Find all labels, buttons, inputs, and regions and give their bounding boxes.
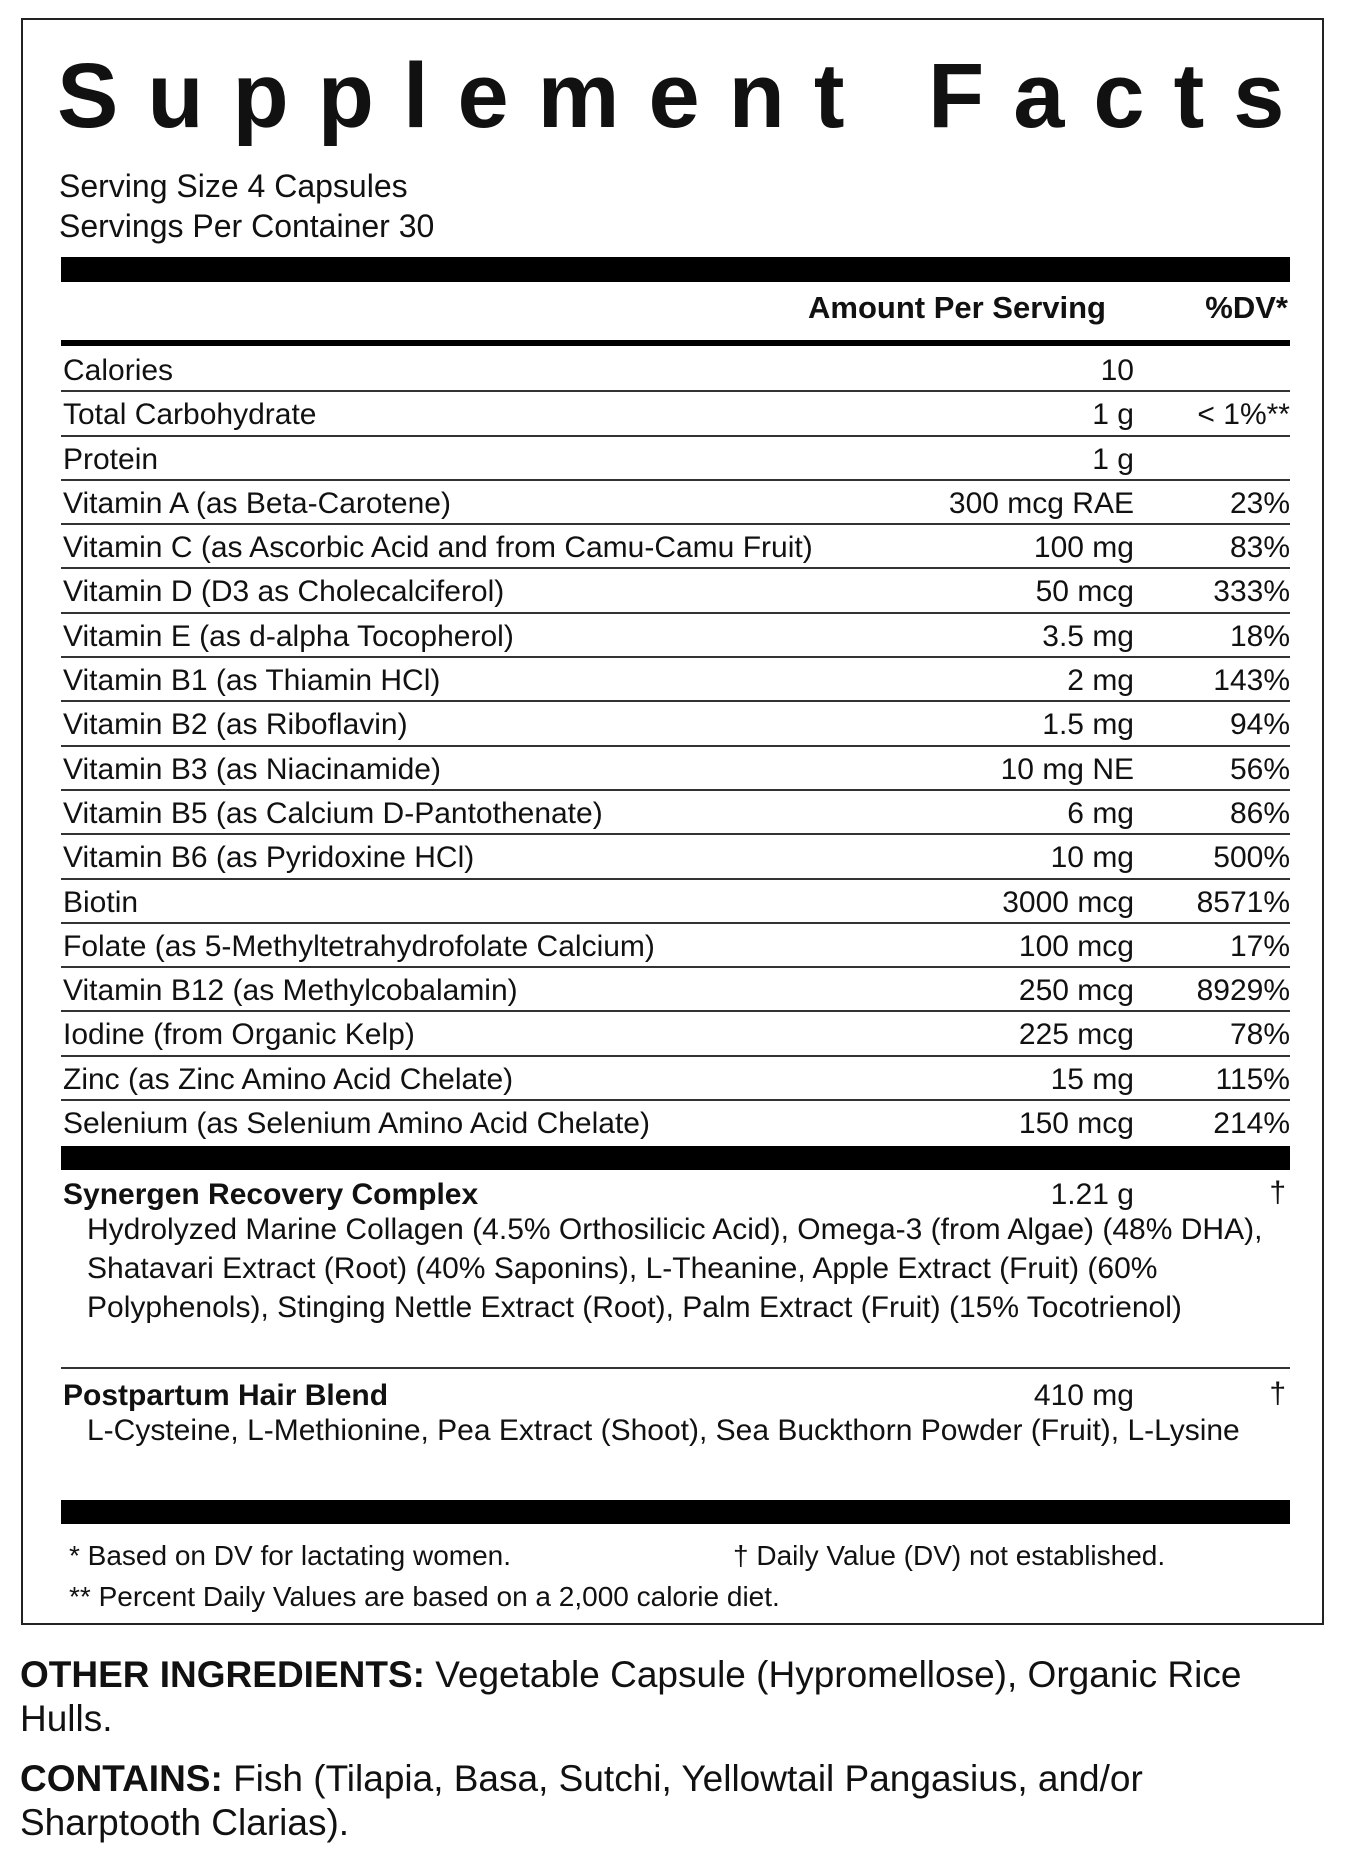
nutrient-dv: 83% [1229,531,1290,565]
nutrient-amount: 6 mg [1067,796,1134,830]
nutrient-dv: 86% [1229,796,1290,830]
contains-text: Fish (Tilapia, Basa, Sutchi, Yellowtail … [20,1758,1143,1843]
servings-per-container: Servings Per Container 30 [59,208,435,244]
nutrient-amount: 15 mg [1050,1062,1134,1096]
nutrient-name: Vitamin B2 (as Riboflavin) [63,708,408,742]
footnote-not-established: † Daily Value (DV) not established. [733,1540,1166,1571]
amount-header: Amount Per Serving [808,290,1106,325]
thick-divider [61,1146,1290,1170]
thick-divider [61,1500,1290,1524]
nutrient-row: Vitamin A (as Beta-Carotene) 300 mcg RAE 2… [61,481,1290,526]
other-ingredients: OTHER INGREDIENTS: Vegetable Capsule (Hy… [20,1653,1260,1741]
nutrient-name: Protein [63,442,159,476]
supplement-facts-panel: Supplement Facts Serving Size 4 Capsules… [21,18,1324,1625]
nutrient-name: Vitamin B1 (as Thiamin HCl) [63,664,441,698]
nutrient-amount: 50 mcg [1035,575,1134,609]
nutrient-row: Vitamin B1 (as Thiamin HCl) 2 mg 143% [61,658,1290,703]
nutrient-amount: 10 mg [1050,841,1134,875]
nutrient-dv: 143% [1213,664,1290,698]
nutrient-name: Total Carbohydrate [63,398,317,432]
nutrient-name: Vitamin B5 (as Calcium D-Pantothenate) [63,796,603,830]
nutrient-row: Vitamin B6 (as Pyridoxine HCl) 10 mg 500% [61,835,1290,880]
dv-header: %DV* [1205,290,1288,325]
nutrient-amount: 1.5 mg [1042,708,1134,742]
nutrient-row: Vitamin B5 (as Calcium D-Pantothenate) 6 … [61,791,1290,836]
nutrient-name: Vitamin C (as Ascorbic Acid and from Cam… [63,531,813,565]
nutrient-row: Vitamin C (as Ascorbic Acid and from Cam… [61,525,1290,570]
blend-description: Hydrolyzed Marine Collagen (4.5% Orthosi… [87,1213,1263,1324]
nutrient-amount: 150 mcg [1018,1107,1134,1141]
serving-size: Serving Size 4 Capsules [59,168,408,204]
other-ingredients-text: Vegetable Capsule (Hypromellose), Organi… [20,1654,1242,1739]
nutrient-dv: 17% [1229,929,1290,963]
nutrient-amount: 100 mcg [1018,929,1134,963]
other-ingredients-label: OTHER INGREDIENTS: [20,1654,425,1695]
nutrient-name: Vitamin D (D3 as Cholecalciferol) [63,575,505,609]
nutrient-table: Calories 10 Total Carbohydrate 1 g < 1%** Pro… [61,348,1290,1145]
nutrient-amount: 10 mg NE [1000,752,1134,786]
nutrient-amount: 100 mg [1033,531,1134,565]
nutrient-name: Zinc (as Zinc Amino Acid Chelate) [63,1062,514,1096]
nutrient-amount: 250 mcg [1018,974,1134,1008]
blend-dv: † [1269,1377,1286,1410]
nutrient-dv: < 1%** [1197,398,1290,432]
nutrient-dv: 8929% [1196,974,1290,1008]
nutrient-dv: 56% [1229,752,1290,786]
blend-dv: † [1269,1176,1286,1209]
contains-allergens: CONTAINS: Fish (Tilapia, Basa, Sutchi, Y… [20,1757,1260,1845]
nutrient-name: Vitamin A (as Beta-Carotene) [63,486,451,520]
nutrient-dv: 333% [1213,575,1290,609]
nutrient-name: Biotin [63,885,139,919]
thick-divider [61,257,1290,282]
nutrient-amount: 300 mcg RAE [948,486,1134,520]
nutrient-name: Vitamin B3 (as Niacinamide) [63,752,441,786]
nutrient-name: Selenium (as Selenium Amino Acid Chelate… [63,1107,650,1141]
nutrient-name: Folate (as 5-Methyltetrahydrofolate Calc… [63,929,655,963]
nutrient-row: Selenium (as Selenium Amino Acid Chelate… [61,1101,1290,1145]
nutrient-row: Folate (as 5-Methyltetrahydrofolate Calc… [61,924,1290,969]
nutrient-dv: 8571% [1196,885,1290,919]
nutrient-amount: 3000 mcg [1002,885,1134,919]
nutrient-dv: 18% [1229,619,1290,653]
nutrient-row: Calories 10 [61,348,1290,393]
contains-label: CONTAINS: [20,1758,223,1799]
nutrient-row: Iodine (from Organic Kelp) 225 mcg 78% [61,1012,1290,1057]
nutrient-dv: 115% [1215,1062,1290,1096]
thin-divider [61,1367,1290,1369]
nutrient-name: Vitamin B6 (as Pyridoxine HCl) [63,841,475,875]
nutrient-row: Biotin 3000 mcg 8571% [61,880,1290,924]
nutrient-row: Vitamin E (as d-alpha Tocopherol) 3.5 mg 1… [61,614,1290,659]
nutrient-name: Iodine (from Organic Kelp) [63,1018,415,1052]
nutrient-dv: 78% [1229,1018,1290,1052]
blend-amount: 1.21 g [1050,1178,1134,1211]
nutrient-name: Calories [63,354,174,387]
nutrient-dv: 214% [1213,1107,1290,1141]
nutrient-name: Vitamin B12 (as Methylcobalamin) [63,974,518,1008]
nutrient-name: Vitamin E (as d-alpha Tocopherol) [63,619,514,653]
footnote-lactating: * Based on DV for lactating women. [69,1540,512,1571]
nutrient-dv: 500% [1213,841,1290,875]
nutrient-row: Vitamin D (D3 as Cholecalciferol) 50 mcg 3… [61,569,1290,614]
nutrient-row: Vitamin B3 (as Niacinamide) 10 mg NE 56% [61,747,1290,791]
medium-divider [61,340,1290,346]
panel-title: Supplement Facts [57,45,1314,147]
blend-amount: 410 mg [1033,1379,1134,1412]
nutrient-amount: 225 mcg [1018,1018,1134,1052]
nutrient-row: Vitamin B2 (as Riboflavin) 1.5 mg 94% [61,702,1290,747]
nutrient-row: Protein 1 g [61,437,1290,481]
blend-name: Synergen Recovery Complex [63,1178,479,1211]
nutrient-dv: 94% [1229,708,1290,742]
nutrient-amount: 1 g [1092,442,1134,476]
nutrient-dv: 23% [1229,486,1290,520]
nutrient-amount: 3.5 mg [1042,619,1134,653]
nutrient-amount: 10 [1100,354,1134,387]
nutrient-row: Total Carbohydrate 1 g < 1%** [61,392,1290,437]
blend-name: Postpartum Hair Blend [63,1379,389,1412]
nutrient-amount: 1 g [1092,398,1134,432]
blend-description: L-Cysteine, L-Methionine, Pea Extract (S… [87,1414,1240,1447]
nutrient-row: Vitamin B12 (as Methylcobalamin) 250 mcg 8… [61,968,1290,1013]
nutrient-row: Zinc (as Zinc Amino Acid Chelate) 15 mg 11… [61,1057,1290,1102]
footnote-calorie-diet: ** Percent Daily Values are based on a 2… [69,1581,780,1612]
nutrient-amount: 2 mg [1067,664,1134,698]
